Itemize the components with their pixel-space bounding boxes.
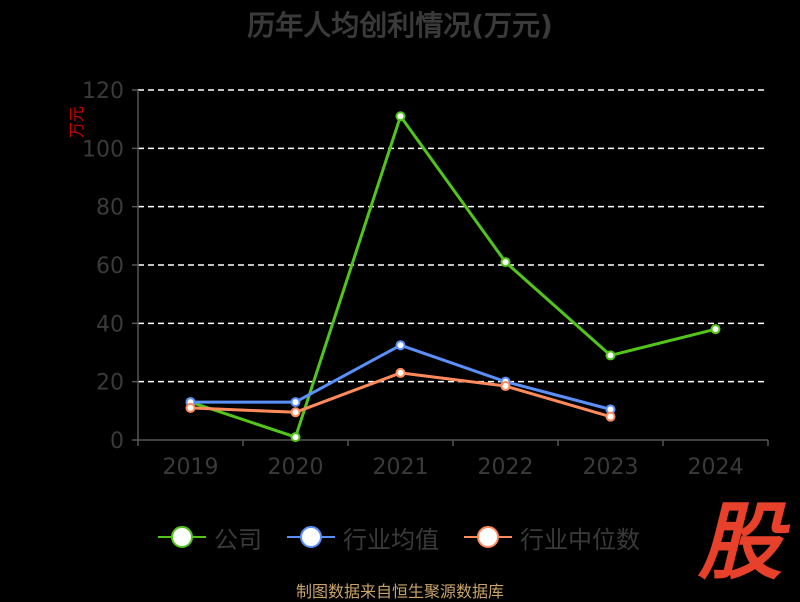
y-tick-label: 120 (82, 79, 124, 104)
y-tick-label: 20 (96, 371, 124, 396)
data-source-footer: 制图数据来自恒生聚源数据库 (295, 582, 504, 601)
x-tick-label: 2019 (163, 455, 219, 480)
legend-swatch-industry-average (287, 520, 335, 554)
y-tick-label: 40 (96, 312, 124, 337)
y-tick-label: 100 (82, 137, 124, 162)
chart-legend: 公司 行业均值 行业中位数 (0, 520, 800, 554)
y-tick-label: 80 (96, 196, 124, 221)
x-tick-label: 2024 (688, 455, 744, 480)
legend-item-industry-average[interactable]: 行业均值 (287, 520, 439, 554)
data-point-0-3[interactable] (500, 257, 511, 268)
x-tick-label: 2021 (373, 455, 429, 480)
data-point-0-5[interactable] (710, 324, 721, 335)
legend-label-industry-average: 行业均值 (343, 525, 439, 554)
data-point-2-0[interactable] (185, 402, 196, 413)
chart-title: 历年人均创利情况(万元) (247, 9, 553, 42)
legend-swatch-company (158, 520, 206, 554)
series-line-0 (190, 114, 716, 439)
legend-label-industry-median: 行业中位数 (520, 525, 640, 554)
data-point-0-1[interactable] (290, 432, 301, 443)
data-point-0-4[interactable] (605, 350, 616, 361)
data-point-0-2[interactable] (395, 111, 406, 122)
x-tick-label: 2023 (583, 455, 639, 480)
data-point-2-2[interactable] (395, 367, 406, 378)
legend-item-industry-median[interactable]: 行业中位数 (464, 520, 640, 554)
legend-item-company[interactable]: 公司 (158, 520, 262, 554)
series-layer (185, 111, 721, 443)
data-point-1-1[interactable] (290, 397, 301, 408)
y-axis-label: 万元 (67, 106, 86, 138)
legend-label-company: 公司 (214, 525, 262, 554)
brand-logo: 股 (697, 493, 782, 591)
x-tick-label: 2022 (478, 455, 534, 480)
y-tick-label: 60 (96, 254, 124, 279)
grid-lines (138, 89, 768, 383)
data-point-2-3[interactable] (500, 381, 511, 392)
x-tick-label: 2020 (268, 455, 324, 480)
data-point-2-4[interactable] (605, 411, 616, 422)
data-point-2-1[interactable] (290, 407, 301, 418)
series-line-2 (190, 371, 611, 419)
legend-swatch-industry-median (464, 520, 512, 554)
y-tick-label: 0 (110, 429, 124, 454)
axes: 0 20 40 60 80 100 120 2019 2020 2021 2022 2023 2024 (82, 79, 769, 480)
data-point-1-2[interactable] (395, 340, 406, 351)
